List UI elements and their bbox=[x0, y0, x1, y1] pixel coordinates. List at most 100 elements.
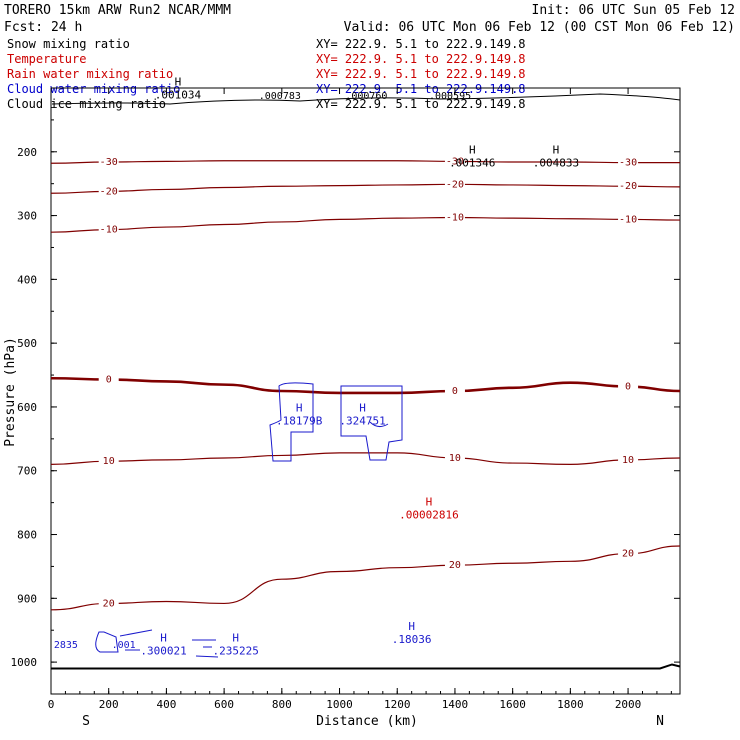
isotherm-line bbox=[50, 452, 681, 465]
y-tick-label: 700 bbox=[17, 465, 37, 478]
isotherm-line bbox=[50, 160, 680, 164]
maximum-value: .18036 bbox=[392, 633, 432, 646]
isotherm-label-bg bbox=[618, 179, 639, 192]
maximum-value: .004833 bbox=[533, 156, 579, 169]
isotherm-label: 20 bbox=[449, 560, 461, 571]
y-tick-label: 400 bbox=[17, 273, 37, 286]
isotherm-label: -30 bbox=[100, 157, 118, 168]
contour-value-label: 2835 bbox=[54, 640, 78, 651]
isotherm-label: 0 bbox=[452, 386, 458, 397]
isotherm-label: 0 bbox=[106, 375, 112, 386]
isotherm-label-bg bbox=[444, 154, 465, 167]
plot-frame bbox=[50, 87, 681, 695]
legend-field-xy: XY= 222.9. 5.1 to 222.9.149.8 bbox=[316, 67, 526, 81]
plot-area: -30 -30 -30 -20 -20 -20 -10 -10 -10 0 0 0 10 10 10 20 20… bbox=[11, 76, 681, 711]
contour-value-labels: .000783 .000760 .000595 2835 .001 bbox=[54, 91, 471, 651]
maximum-value: .300021 bbox=[140, 644, 186, 657]
maximum-marker: H bbox=[426, 495, 433, 508]
y-tick-label: 600 bbox=[17, 401, 37, 414]
axes: 0 200 400 600 800 1000 1200 1400 1600 1800 2000200… bbox=[11, 88, 680, 711]
field-legend: Snow mixing ratio XY= 222.9. 5.1 to 222.9… bbox=[7, 37, 526, 111]
x-tick-label: 1400 bbox=[442, 698, 469, 711]
isotherm-label-bg bbox=[444, 450, 465, 463]
isotherm-label-bg bbox=[618, 379, 639, 392]
maximum-value: .001346 bbox=[449, 156, 495, 169]
isotherm-line bbox=[50, 545, 681, 611]
maximum-marker: H bbox=[553, 143, 560, 156]
isotherm-label: -30 bbox=[446, 156, 464, 167]
x-tick-label: 1200 bbox=[384, 698, 411, 711]
maximum-marker: H bbox=[232, 631, 239, 644]
isotherm-label: -20 bbox=[446, 179, 464, 190]
isotherm-label: -10 bbox=[446, 212, 464, 223]
isotherm-label: -10 bbox=[100, 225, 118, 236]
y-tick-label: 800 bbox=[17, 529, 37, 542]
isotherm-label-bg bbox=[98, 372, 119, 385]
isotherm-label-bg bbox=[444, 558, 465, 571]
snow-contour bbox=[51, 93, 681, 105]
cloud-water-contour bbox=[369, 421, 389, 428]
cloud-water-contour bbox=[119, 629, 219, 658]
isotherm-label-bg bbox=[444, 210, 465, 223]
maximum-marker: H bbox=[296, 402, 303, 415]
x-tick-label: 1600 bbox=[499, 698, 526, 711]
maximum-marker: H bbox=[408, 620, 415, 633]
isotherm-label: 10 bbox=[449, 453, 461, 464]
legend-field-xy: XY= 222.9. 5.1 to 222.9.149.8 bbox=[316, 52, 526, 66]
x-axis-end-label: N bbox=[656, 714, 664, 729]
isotherm-label-bg bbox=[618, 452, 639, 465]
isotherm-label-bg bbox=[98, 222, 119, 235]
maximum-value: .18179B bbox=[276, 415, 323, 428]
isotherm-label: 20 bbox=[622, 549, 634, 560]
legend-field-name: Rain water mixing ratio bbox=[7, 67, 173, 81]
isotherm-label: 10 bbox=[622, 455, 634, 466]
y-tick-label: 900 bbox=[17, 592, 37, 605]
x-tick-label: 1000 bbox=[326, 698, 353, 711]
cloud-water-contour bbox=[95, 631, 119, 653]
x-axis-title: Distance (km) bbox=[316, 714, 418, 729]
cloud-water-contour bbox=[340, 385, 403, 461]
isotherm-label-bg bbox=[444, 177, 465, 190]
y-tick-label: 200 bbox=[17, 146, 37, 159]
contour-value-label: .000595 bbox=[429, 91, 471, 102]
isotherm-label-bg bbox=[98, 154, 119, 167]
snow-contours bbox=[51, 93, 681, 105]
isotherm-label-bg bbox=[618, 155, 639, 168]
isotherm-label: 10 bbox=[103, 456, 115, 467]
isotherm-label: -20 bbox=[619, 181, 637, 192]
terrain-line bbox=[51, 663, 681, 670]
init-time: Init: 06 UTC Sun 05 Feb 12 bbox=[532, 3, 736, 18]
valid-time: Valid: 06 UTC Mon 06 Feb 12 (00 CST Mon … bbox=[344, 20, 735, 35]
maxima-labels: H.001034H.001346H.004833H.18179BH.324751… bbox=[140, 76, 579, 658]
isotherm-label: -20 bbox=[100, 186, 118, 197]
isotherm-label: 0 bbox=[625, 382, 631, 393]
maximum-value: .001034 bbox=[155, 89, 202, 102]
maximum-value: .235225 bbox=[212, 644, 258, 657]
isotherm-label: 20 bbox=[103, 598, 115, 609]
x-tick-label: 200 bbox=[99, 698, 119, 711]
cloud-water-contour bbox=[269, 382, 314, 462]
x-tick-label: 800 bbox=[272, 698, 292, 711]
legend-field-xy: XY= 222.9. 5.1 to 222.9.149.8 bbox=[316, 37, 526, 51]
x-tick-label: 400 bbox=[156, 698, 176, 711]
x-axis-start-label: S bbox=[82, 714, 90, 729]
x-tick-label: 1800 bbox=[557, 698, 584, 711]
x-tick-label: 2000 bbox=[615, 698, 642, 711]
maximum-marker: H bbox=[359, 402, 366, 415]
maximum-value: .324751 bbox=[339, 415, 385, 428]
legend-field-xy: XY= 222.9. 5.1 to 222.9.149.8 bbox=[316, 97, 526, 111]
legend-field-name: Cloud ice mixing ratio bbox=[7, 97, 166, 111]
isotherm-label-bg bbox=[618, 212, 639, 225]
legend-field-name: Snow mixing ratio bbox=[7, 37, 130, 51]
isotherm-line bbox=[50, 183, 681, 194]
isotherm-label-bg bbox=[98, 454, 119, 467]
isotherm-label-bg bbox=[98, 596, 119, 609]
isotherm-label-bg bbox=[444, 384, 465, 396]
isotherm-label-bg bbox=[618, 546, 639, 559]
legend-field-name: Cloud water mixing ratio bbox=[7, 82, 180, 96]
isotherm-label: -30 bbox=[619, 158, 637, 169]
contour-value-label: .000760 bbox=[345, 91, 387, 102]
x-tick-label: 0 bbox=[48, 698, 55, 711]
isotherm-line bbox=[50, 376, 681, 395]
